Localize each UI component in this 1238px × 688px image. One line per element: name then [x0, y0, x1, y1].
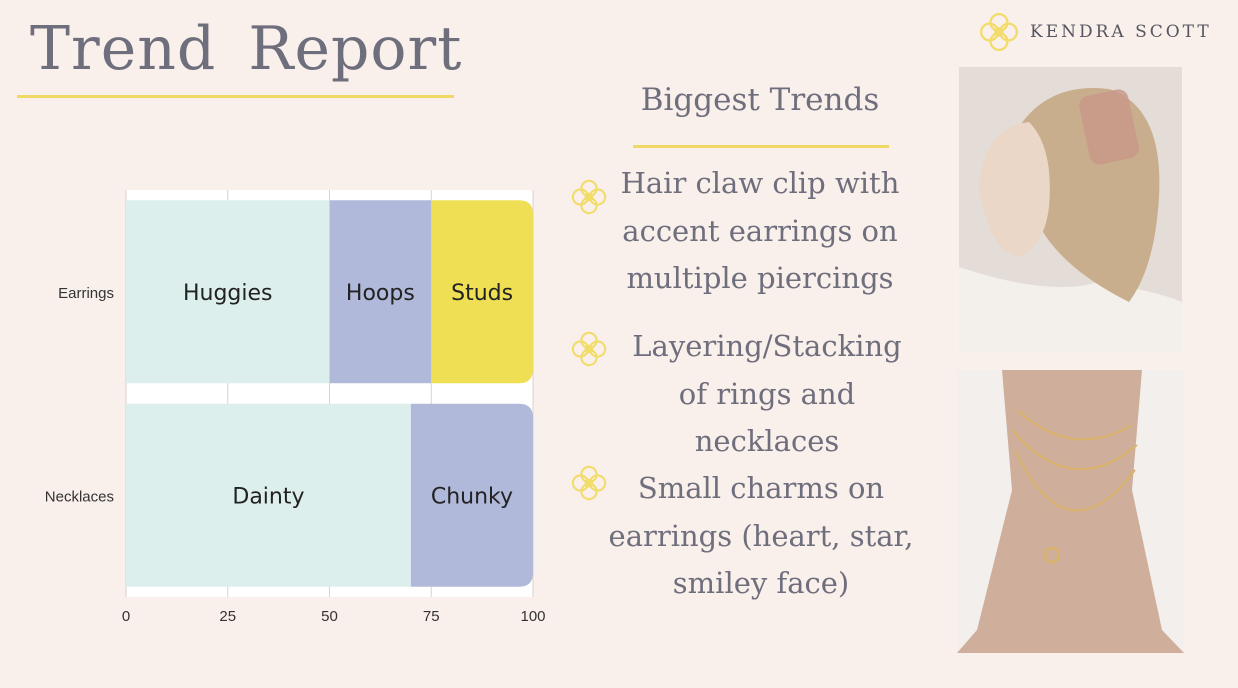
- segment-label: Dainty: [232, 484, 304, 509]
- woman-hair-claw-clip-photo: [959, 67, 1182, 352]
- trend-1-line-1: Hair claw clip with: [620, 166, 900, 200]
- kendra-scott-flower-icon: [979, 12, 1019, 52]
- bar-segment: [431, 200, 533, 384]
- necklace-illustration: [957, 370, 1184, 653]
- trend-1-line-3: multiple piercings: [626, 261, 894, 295]
- x-tick-label: 0: [122, 608, 130, 625]
- trend-2-line-2: of rings and: [678, 376, 856, 411]
- x-tick-label: 50: [321, 608, 338, 625]
- brand-logo: KENDRA SCOTT: [978, 11, 1212, 53]
- trends-underline: [633, 145, 889, 148]
- bar-segment: [410, 403, 533, 587]
- trend-2-line-1: Layering/Stacking: [632, 329, 902, 363]
- x-tick-label: 75: [423, 608, 440, 625]
- x-tick-label: 100: [520, 608, 545, 625]
- trend-3-line-1: Small charms on: [637, 471, 885, 505]
- segment-label: Studs: [451, 281, 513, 306]
- title-underline: [17, 95, 454, 98]
- trends-heading: Biggest Trends: [640, 82, 880, 118]
- page-title: Trend Report: [30, 14, 463, 84]
- kendra-scott-flower-icon: [571, 179, 607, 215]
- segment-label: Hoops: [346, 281, 415, 306]
- layered-gold-necklaces-photo: [957, 370, 1184, 653]
- trend-2-line-3: necklaces: [694, 424, 840, 458]
- segment-label: Chunky: [431, 484, 513, 509]
- bar-segment: [329, 200, 432, 384]
- trend-1-line-2: accent earrings on: [622, 213, 898, 248]
- brand-name: KENDRA SCOTT: [1030, 22, 1212, 42]
- trend-3-line-3: smiley face): [672, 566, 850, 600]
- hair-illustration: [959, 67, 1182, 352]
- category-label: Earrings: [58, 285, 114, 302]
- stacked-bar-chart: 0 25 50 75 100 Earrings Huggies Hoops Studs Neckl…: [45, 190, 546, 625]
- bar-segment: [126, 200, 330, 384]
- kendra-scott-flower-icon: [571, 331, 607, 367]
- category-label: Necklaces: [45, 488, 114, 505]
- bar-segment: [126, 403, 411, 587]
- kendra-scott-flower-icon: [571, 465, 607, 501]
- x-tick-label: 25: [219, 608, 236, 625]
- segment-label: Huggies: [183, 281, 273, 306]
- trend-3-line-2: earrings (heart, star,: [608, 518, 914, 553]
